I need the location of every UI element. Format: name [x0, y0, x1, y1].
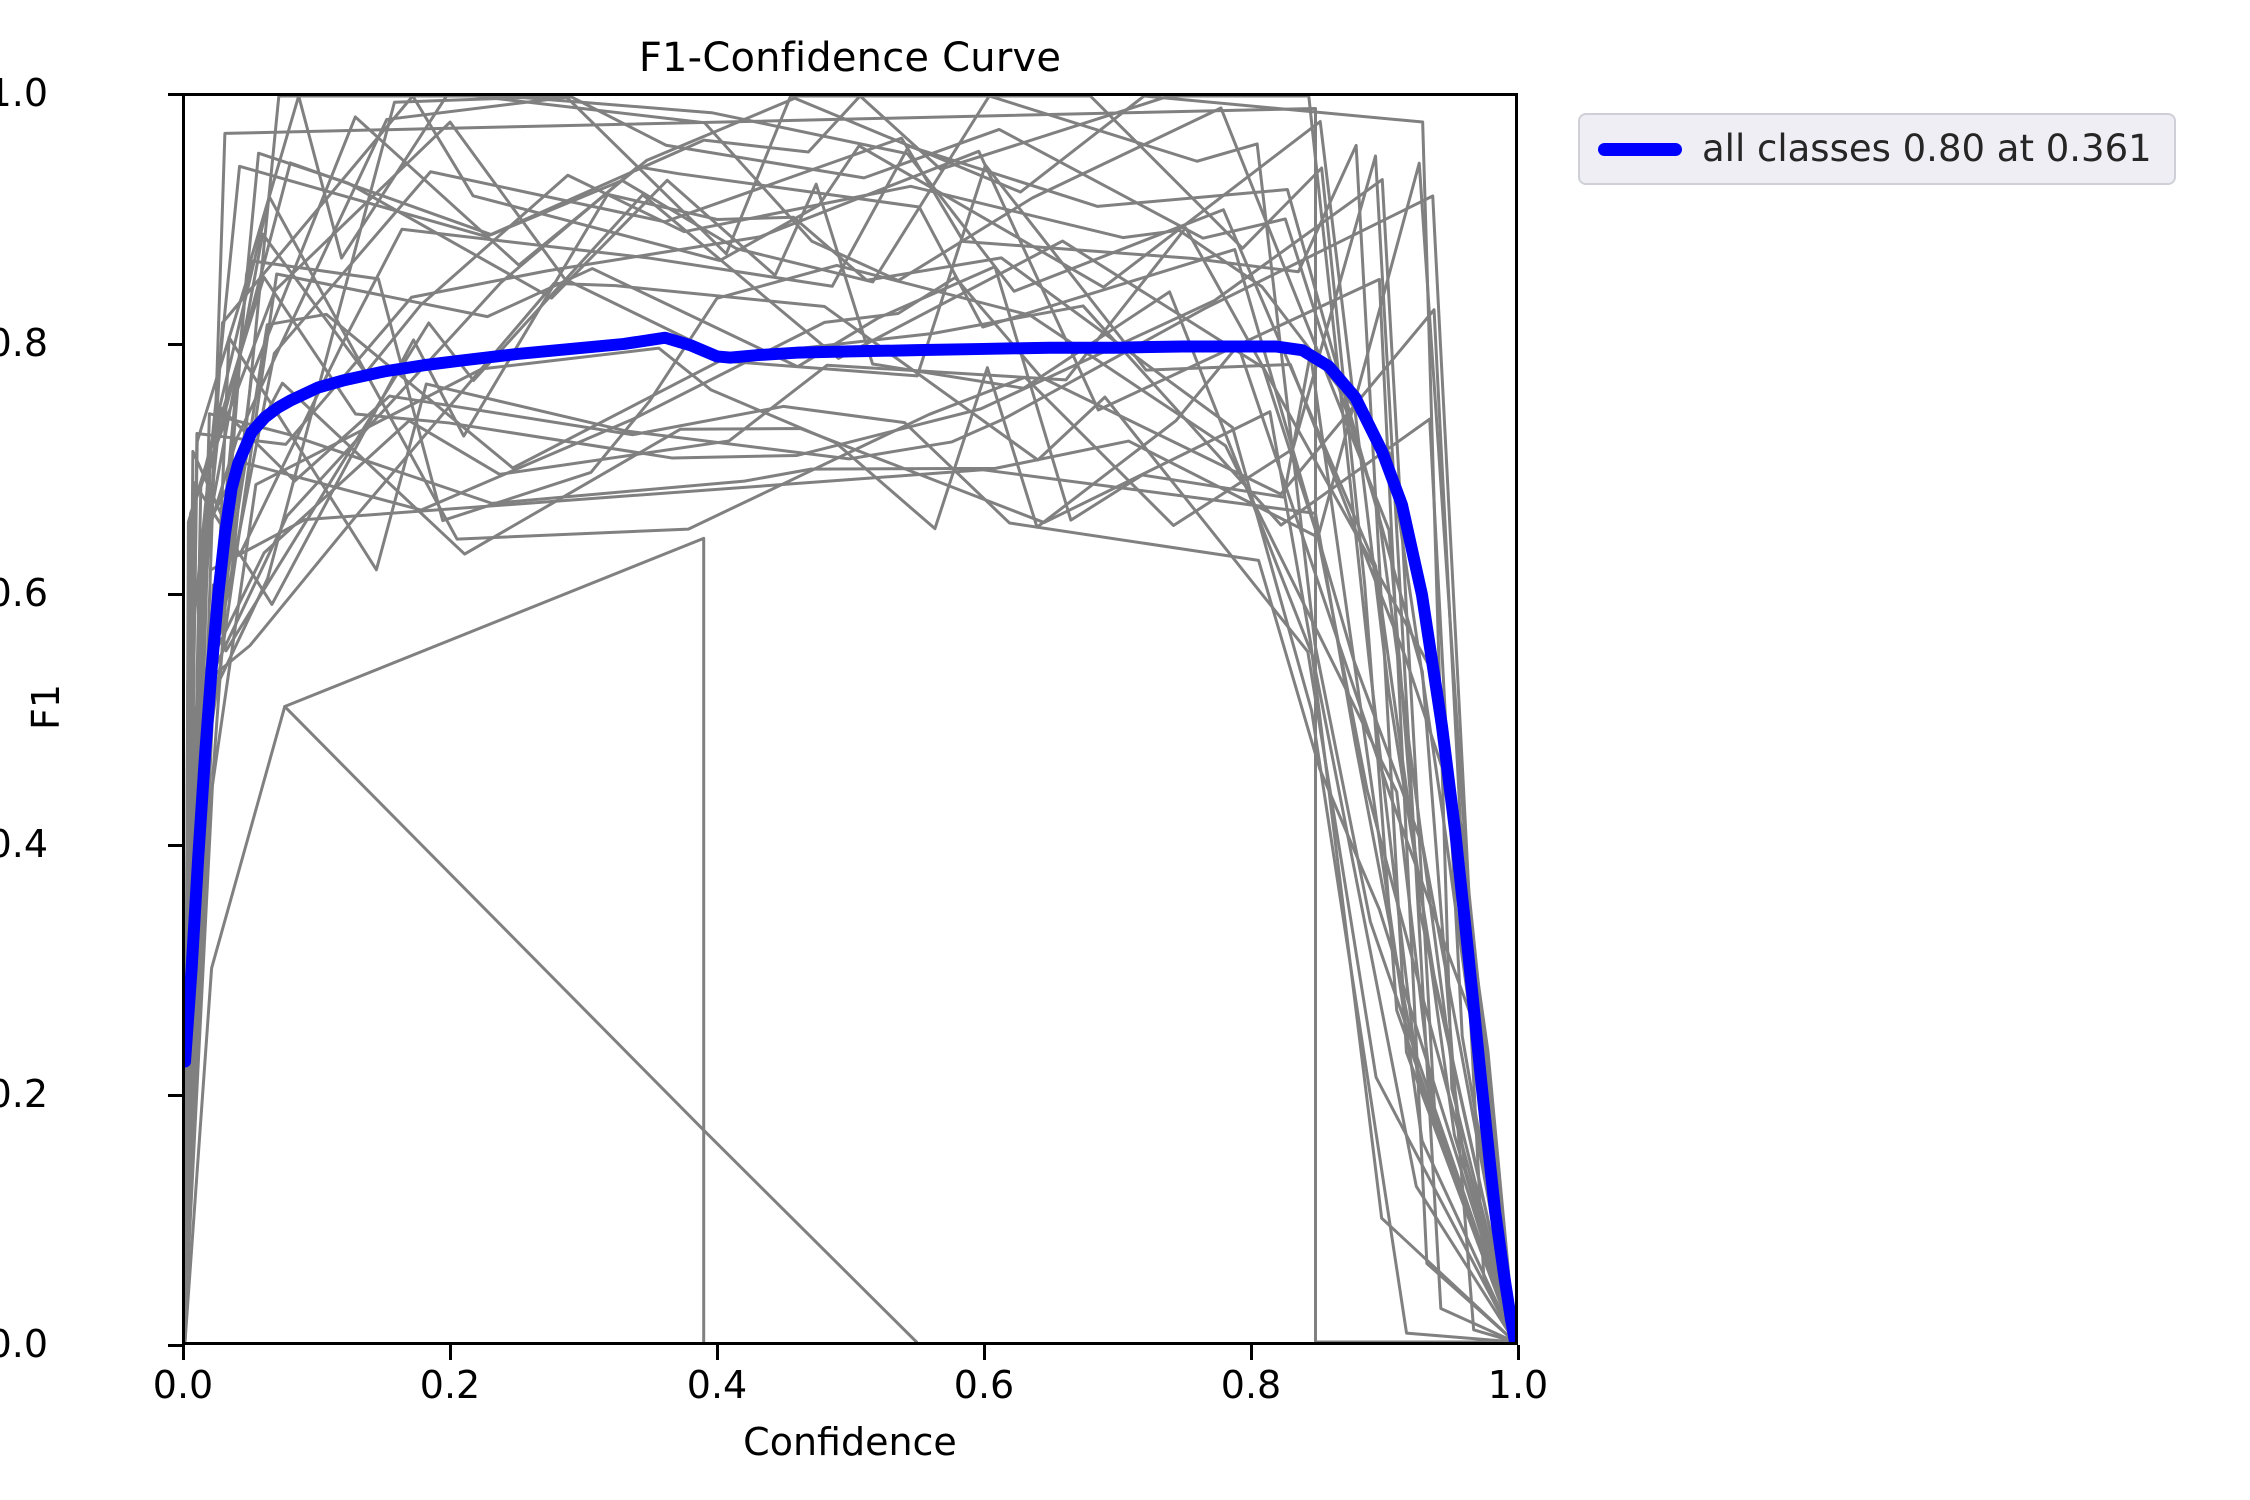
xtick-mark-0.0 [182, 1345, 185, 1360]
background-class-curve [185, 707, 917, 1342]
xtick-mark-1.0 [1517, 1345, 1520, 1360]
background-class-curve [185, 163, 1515, 1342]
curve-all-classes [185, 338, 1515, 1342]
y-axis-label: F1 [24, 683, 68, 731]
ytick-label-0.0: 0.0 [0, 1322, 48, 1366]
x-axis-label: Confidence [743, 1420, 957, 1464]
xtick-label-1.0: 1.0 [1487, 1363, 1549, 1407]
ytick-mark-1.0 [168, 93, 183, 96]
background-class-curve [185, 96, 1515, 1342]
background-class-curve [185, 96, 1515, 1342]
xtick-label-0.8: 0.8 [1220, 1363, 1282, 1407]
background-class-curve [185, 96, 1515, 1342]
legend-box[interactable]: all classes 0.80 at 0.361 [1578, 113, 2176, 185]
plot-area [182, 93, 1518, 1345]
background-class-curve [185, 153, 1515, 1342]
ytick-mark-0.6 [168, 593, 183, 596]
background-class-curve [185, 396, 1515, 1342]
xtick-label-0.4: 0.4 [686, 1363, 748, 1407]
background-class-curve [185, 167, 1515, 1342]
background-class-curve [185, 108, 1515, 1342]
ytick-label-0.2: 0.2 [0, 1072, 48, 1116]
main-curve-group [185, 338, 1515, 1342]
xtick-mark-0.6 [983, 1345, 986, 1360]
background-class-curve [185, 180, 1515, 1342]
background-class-curve [212, 470, 1515, 1342]
xtick-label-0.0: 0.0 [152, 1363, 214, 1407]
xtick-mark-0.2 [449, 1345, 452, 1360]
xtick-label-0.6: 0.6 [953, 1363, 1015, 1407]
xtick-mark-0.4 [716, 1345, 719, 1360]
xtick-label-0.2: 0.2 [419, 1363, 481, 1407]
plot-svg [185, 96, 1515, 1342]
ytick-mark-0.8 [168, 343, 183, 346]
ytick-mark-0.0 [168, 1344, 183, 1347]
ytick-label-0.8: 0.8 [0, 321, 48, 365]
ytick-label-1.0: 1.0 [0, 71, 48, 115]
background-class-curve [285, 538, 704, 1342]
background-class-curves [185, 96, 1515, 1342]
legend-color-swatch-blue [1598, 142, 1682, 156]
legend-entry-label: all classes 0.80 at 0.361 [1702, 127, 2152, 170]
ytick-mark-0.2 [168, 1094, 183, 1097]
ytick-mark-0.4 [168, 844, 183, 847]
background-class-curve [185, 196, 1515, 1342]
ytick-label-0.6: 0.6 [0, 571, 48, 615]
chart-title: F1-Confidence Curve [638, 35, 1062, 81]
ytick-label-0.4: 0.4 [0, 822, 48, 866]
background-class-curve [185, 97, 1515, 1342]
xtick-mark-0.8 [1250, 1345, 1253, 1360]
background-class-curve [185, 96, 1515, 1342]
